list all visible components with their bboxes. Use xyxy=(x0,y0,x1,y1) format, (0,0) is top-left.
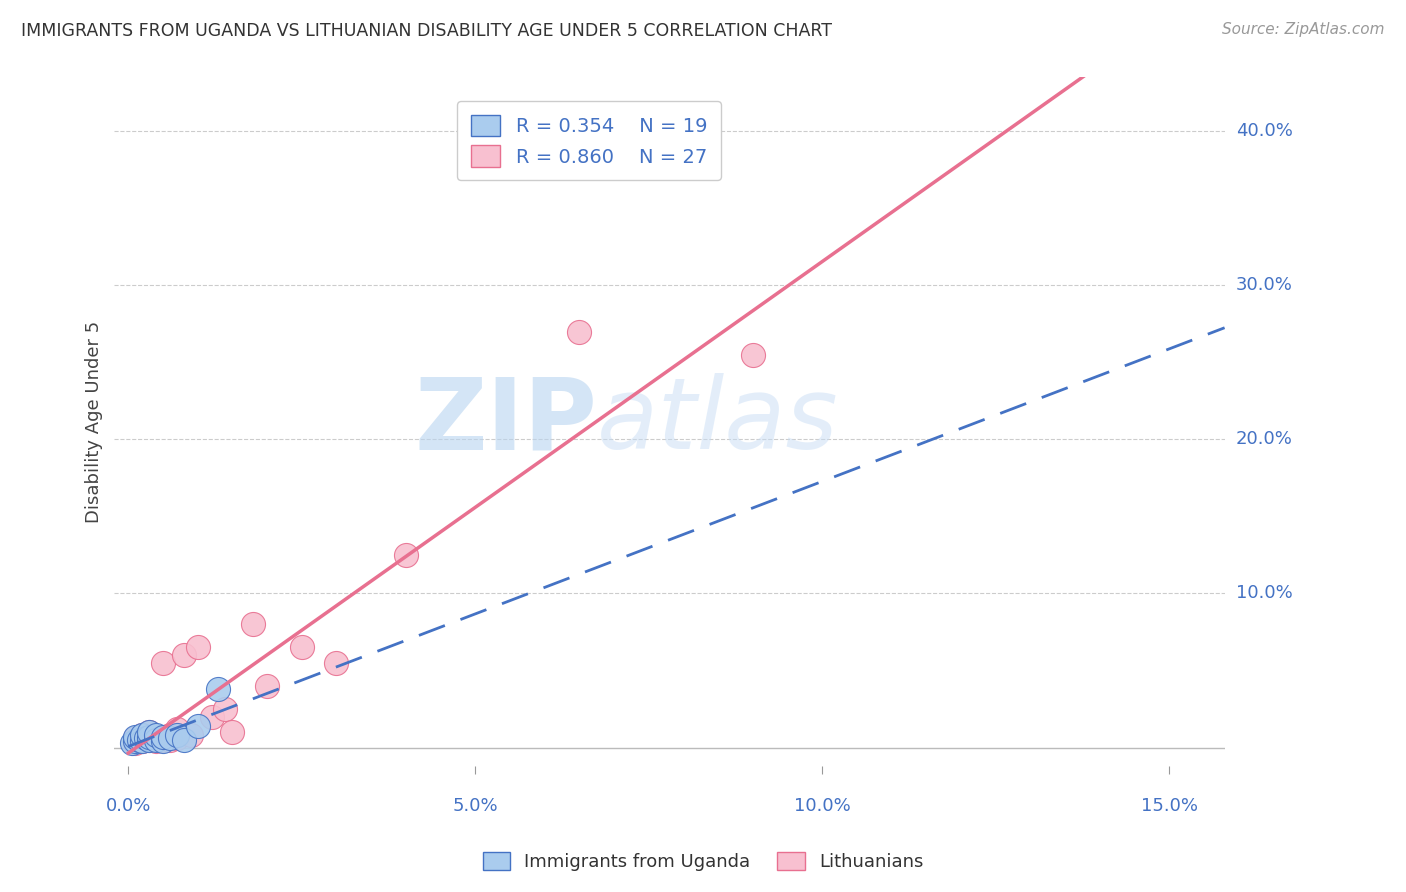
Text: atlas: atlas xyxy=(598,373,839,470)
Point xyxy=(152,656,174,670)
Text: ZIP: ZIP xyxy=(415,373,598,470)
Point xyxy=(166,728,188,742)
Point xyxy=(173,648,195,662)
Point xyxy=(138,730,160,744)
Point xyxy=(741,348,763,362)
Point xyxy=(124,731,146,746)
Point xyxy=(145,728,167,742)
Point xyxy=(187,640,209,655)
Point xyxy=(200,709,222,723)
Point xyxy=(242,617,264,632)
Text: 30.0%: 30.0% xyxy=(1236,277,1292,294)
Text: 10.0%: 10.0% xyxy=(1236,584,1292,602)
Point xyxy=(138,732,160,747)
Point xyxy=(124,730,146,744)
Point xyxy=(166,722,188,736)
Point xyxy=(325,656,347,670)
Point xyxy=(395,548,418,562)
Point xyxy=(124,736,146,750)
Point xyxy=(131,734,153,748)
Point xyxy=(568,325,591,339)
Point xyxy=(135,731,157,746)
Point xyxy=(159,731,181,746)
Point xyxy=(173,732,195,747)
Point xyxy=(152,734,174,748)
Point xyxy=(145,732,167,747)
Point xyxy=(291,640,314,655)
Text: Source: ZipAtlas.com: Source: ZipAtlas.com xyxy=(1222,22,1385,37)
Point xyxy=(128,732,150,747)
Point xyxy=(256,679,278,693)
Y-axis label: Disability Age Under 5: Disability Age Under 5 xyxy=(86,320,103,523)
Point xyxy=(131,734,153,748)
Point xyxy=(138,725,160,739)
Legend: R = 0.354    N = 19, R = 0.860    N = 27: R = 0.354 N = 19, R = 0.860 N = 27 xyxy=(457,101,721,180)
Point xyxy=(166,731,188,746)
Text: 5.0%: 5.0% xyxy=(453,797,498,814)
Text: 15.0%: 15.0% xyxy=(1140,797,1198,814)
Text: 40.0%: 40.0% xyxy=(1236,122,1292,140)
Point xyxy=(187,719,209,733)
Text: 0.0%: 0.0% xyxy=(105,797,150,814)
Point xyxy=(121,736,143,750)
Legend: Immigrants from Uganda, Lithuanians: Immigrants from Uganda, Lithuanians xyxy=(475,845,931,879)
Point xyxy=(180,728,202,742)
Point xyxy=(159,728,181,742)
Point xyxy=(214,702,236,716)
Point xyxy=(124,734,146,748)
Point xyxy=(152,732,174,747)
Text: IMMIGRANTS FROM UGANDA VS LITHUANIAN DISABILITY AGE UNDER 5 CORRELATION CHART: IMMIGRANTS FROM UGANDA VS LITHUANIAN DIS… xyxy=(21,22,832,40)
Point xyxy=(138,725,160,739)
Point xyxy=(221,725,243,739)
Point xyxy=(159,732,181,747)
Point xyxy=(145,730,167,744)
Point xyxy=(138,732,160,747)
Point xyxy=(152,730,174,744)
Text: 10.0%: 10.0% xyxy=(794,797,851,814)
Point xyxy=(131,728,153,742)
Point xyxy=(207,681,229,696)
Point xyxy=(131,728,153,742)
Point xyxy=(145,734,167,748)
Text: 20.0%: 20.0% xyxy=(1236,431,1292,449)
